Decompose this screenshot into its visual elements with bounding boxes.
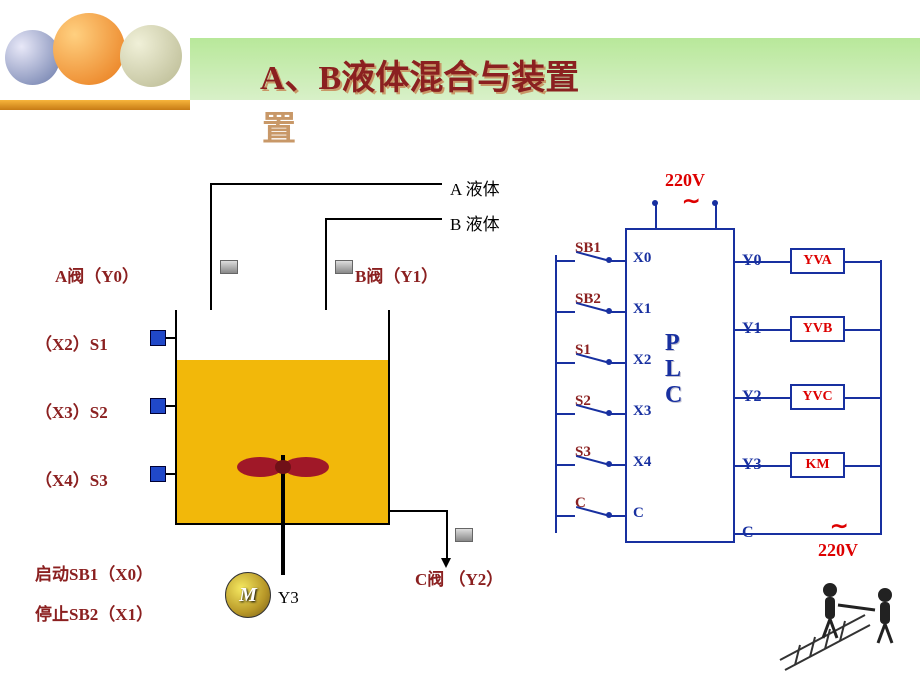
ac-symbol-top: ∼ — [682, 188, 700, 214]
valve-b-icon — [335, 260, 353, 274]
valve-c-icon — [455, 528, 473, 542]
pipe-a — [210, 183, 442, 185]
sensor-s3 — [150, 466, 166, 482]
valve-a-icon — [220, 260, 238, 274]
sensor-s3-label: （X4）S3 — [35, 466, 108, 491]
input-pin-label: C — [633, 505, 644, 522]
output-device-box: YVC — [790, 384, 845, 410]
sensor-s1-label: （X2）S1 — [35, 330, 108, 355]
sensor-s2-label: （X3）S2 — [35, 398, 108, 423]
ac-symbol-bot: ∼ — [830, 513, 848, 539]
voltage-bot: 220V — [818, 540, 858, 561]
liquid-a-label: A 液体 — [450, 175, 500, 200]
valve-b-label: B阀（Y1） — [355, 262, 438, 287]
output-device-box: KM — [790, 452, 845, 478]
plc-label: PLC — [665, 330, 682, 408]
output-device-box: YVA — [790, 248, 845, 274]
input-pin-label: X3 — [633, 403, 651, 420]
sensor-s2 — [150, 398, 166, 414]
input-pin-label: X1 — [633, 301, 651, 318]
figures-icon — [775, 560, 915, 680]
start-label: 启动SB1（X0） — [35, 560, 153, 585]
output-device-box: YVB — [790, 316, 845, 342]
motor-icon: M — [225, 572, 271, 618]
input-pin-label: X2 — [633, 352, 651, 369]
stop-label: 停止SB2（X1） — [35, 600, 153, 625]
valve-a-label: A阀（Y0） — [55, 262, 139, 287]
input-pin-label: X4 — [633, 454, 651, 471]
sensor-s1 — [150, 330, 166, 346]
decorative-balls — [5, 5, 190, 100]
outlet-pipe-v — [446, 510, 448, 560]
input-pin-label: X0 — [633, 250, 651, 267]
pipe-b — [325, 218, 442, 220]
liquid-b-label: B 液体 — [450, 210, 500, 235]
valve-c-label: C阀 （Y2） — [415, 565, 503, 590]
motor-output-label: Y3 — [278, 588, 299, 608]
header-bar — [0, 100, 190, 110]
outlet-pipe-h — [388, 510, 448, 512]
slide-header: A、B液体混合与装置 A、B液体混合与装置 — [0, 0, 920, 110]
mixer-blade-icon — [237, 455, 329, 479]
page-title: A、B液体混合与装置 A、B液体混合与装置 — [260, 50, 579, 99]
